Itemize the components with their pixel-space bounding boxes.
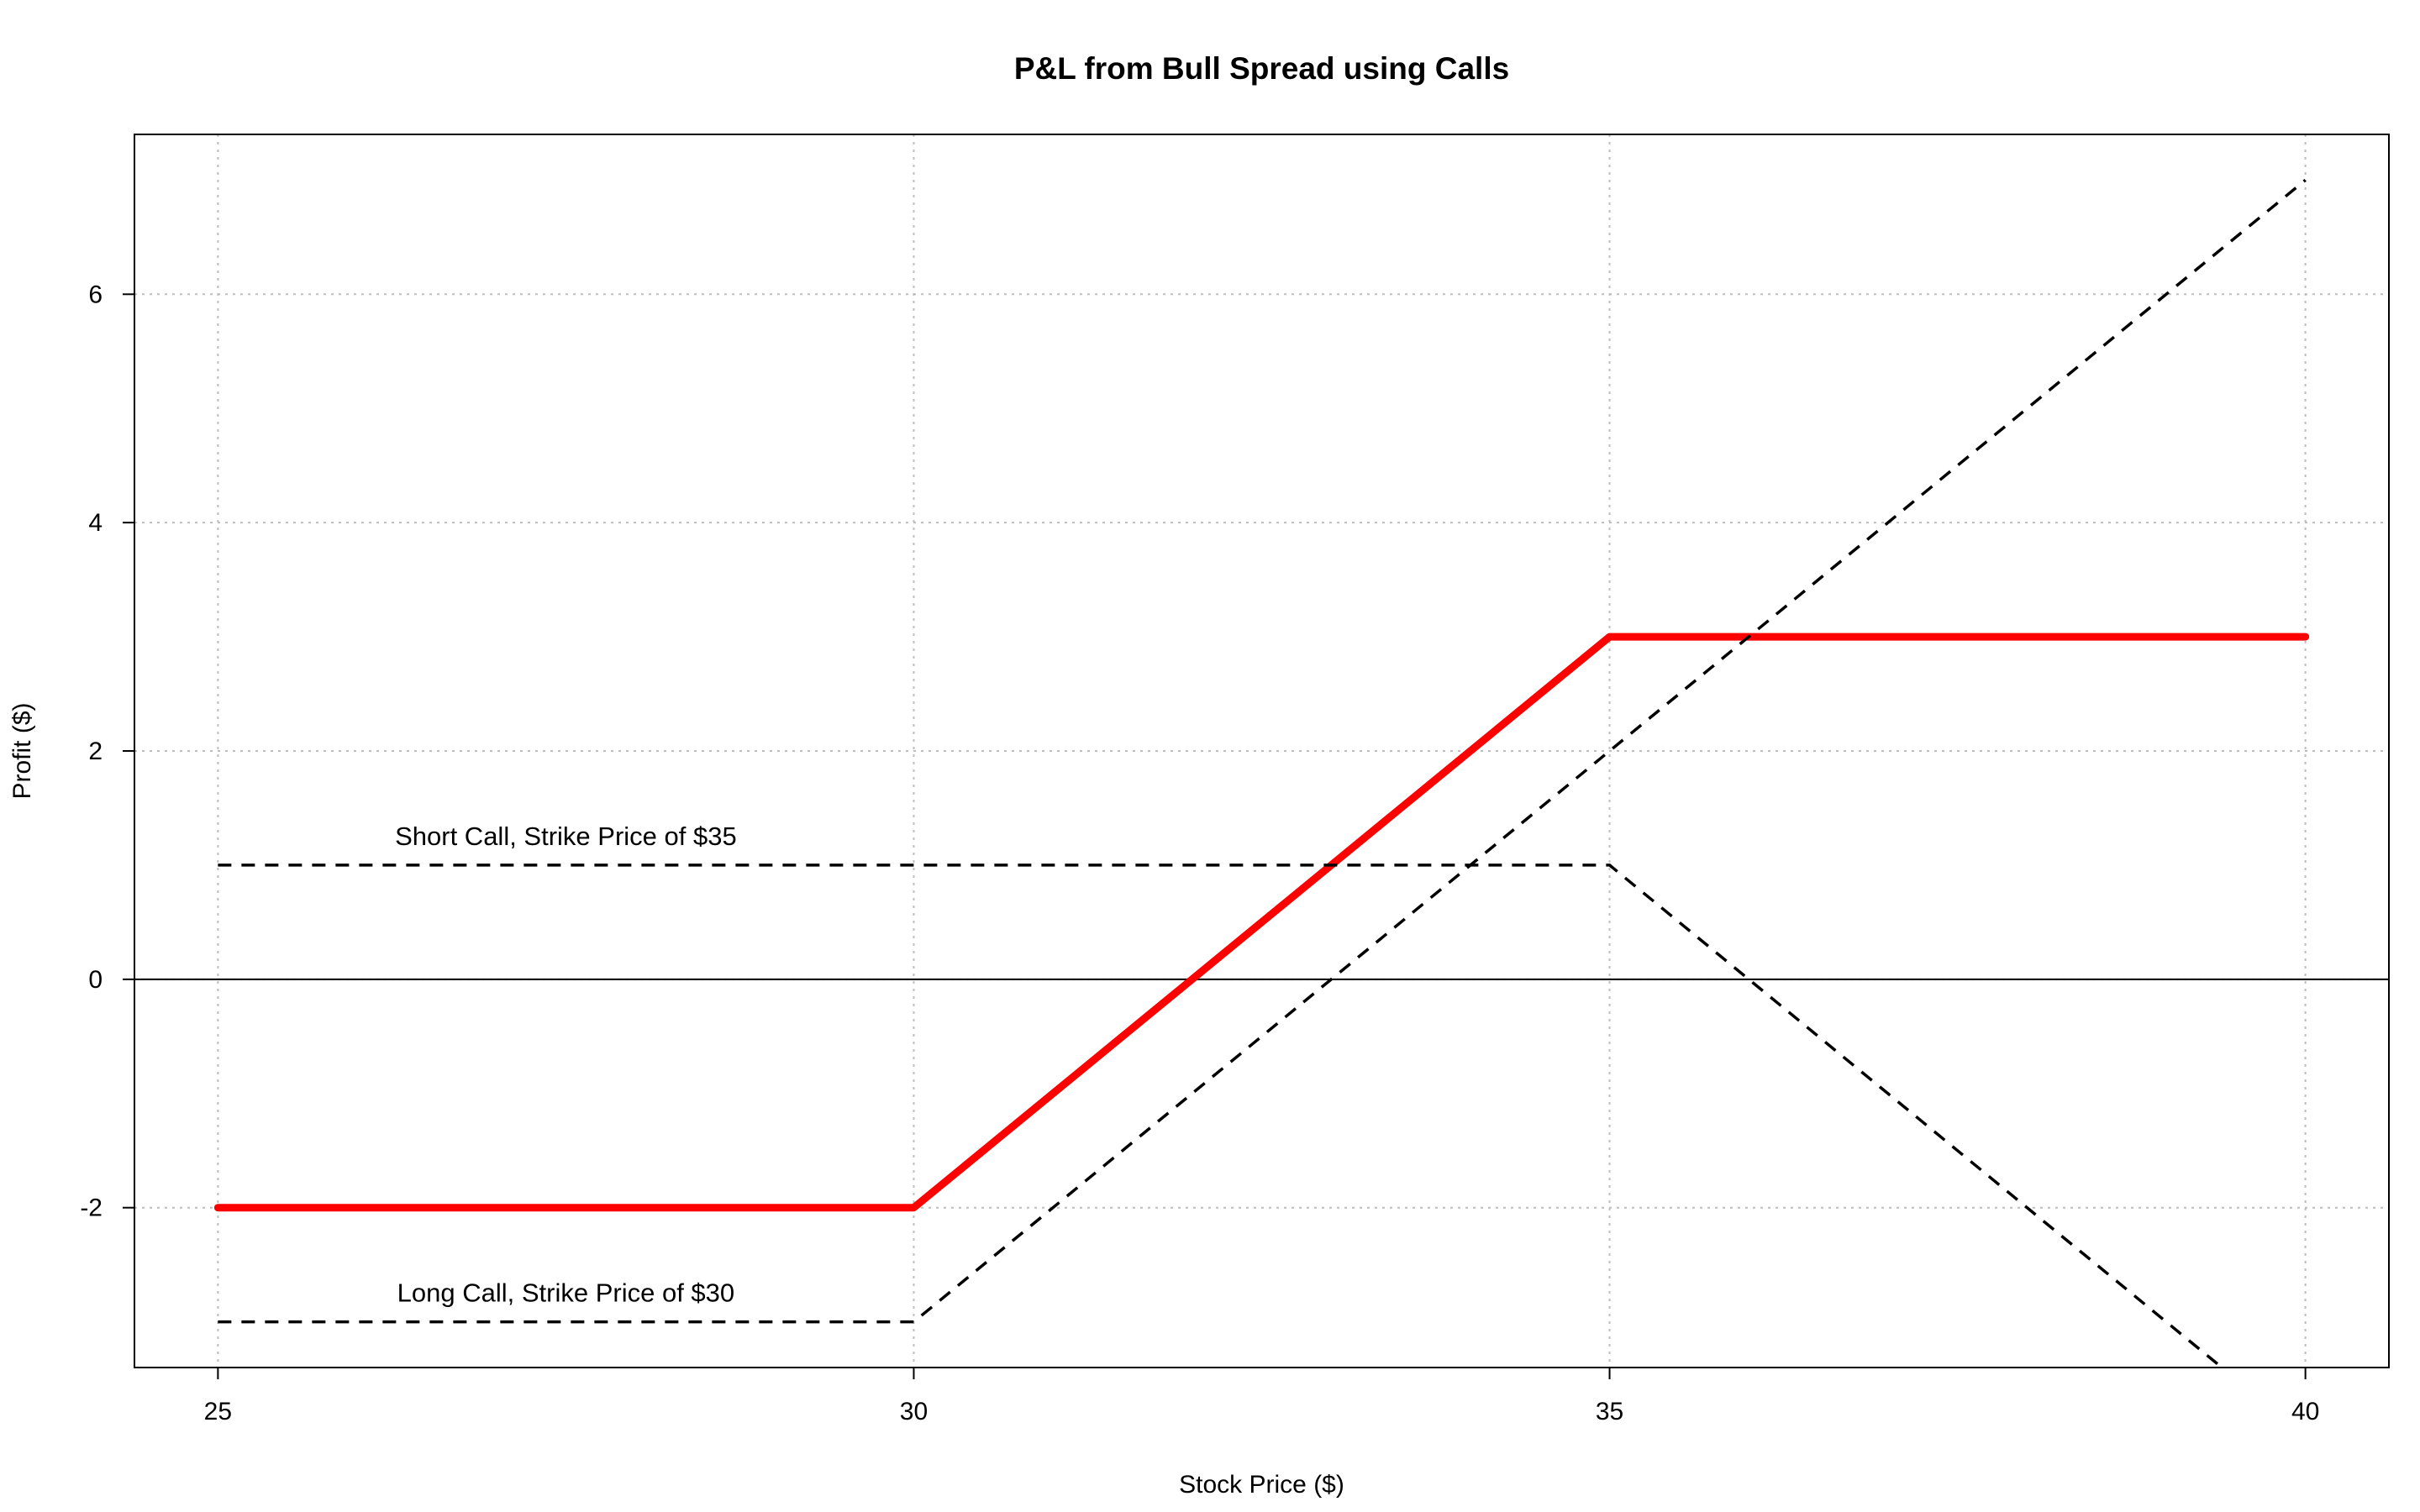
short-call-line (218, 864, 2225, 1368)
x-tick-label: 30 (900, 1398, 928, 1425)
x-tick-label: 35 (1596, 1398, 1623, 1425)
x-tick-label: 40 (2291, 1398, 2319, 1425)
long-call-annotation: Long Call, Strike Price of $30 (397, 1278, 735, 1308)
grid-lines (134, 134, 2389, 1368)
y-tick-label: 0 (88, 966, 103, 994)
short-call-annotation: Short Call, Strike Price of $35 (395, 822, 737, 851)
y-axis-label: Profit ($) (8, 702, 36, 799)
x-tick-label: 25 (204, 1398, 232, 1425)
y-tick-label: 4 (88, 509, 103, 537)
y-tick-label: 6 (88, 281, 103, 308)
y-tick-label: 2 (88, 738, 103, 765)
x-axis-label: Stock Price ($) (1179, 1471, 1344, 1499)
y-tick-label: -2 (80, 1194, 103, 1222)
chart-title: P&L from Bull Spread using Calls (1014, 51, 1509, 86)
series-lines (213, 179, 2310, 1368)
axis-ticks: 25 30 35 40 -2 0 2 4 6 (80, 281, 2319, 1425)
bull-spread-line (213, 633, 2310, 1212)
annotations: Short Call, Strike Price of $35 Long Call… (395, 822, 737, 1308)
